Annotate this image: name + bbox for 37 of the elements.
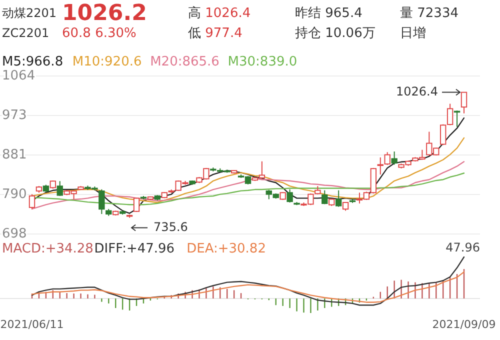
candlestick bbox=[335, 190, 342, 208]
annotation: 735.6 bbox=[154, 220, 188, 234]
text: 日增 bbox=[400, 26, 426, 41]
annotation: 47.96 bbox=[446, 240, 480, 254]
x-tick-label: 2021/06/11 bbox=[0, 318, 64, 332]
candlestick bbox=[460, 92, 468, 114]
y-tick-label: 790 bbox=[2, 187, 27, 202]
candlestick bbox=[391, 151, 398, 166]
candlestick bbox=[286, 188, 293, 203]
candlestick bbox=[322, 190, 328, 205]
text: 高 1026.4 bbox=[188, 5, 251, 21]
text: 量 72334 bbox=[400, 6, 458, 21]
chart-subtitle: ZC2201 bbox=[2, 26, 50, 40]
chart-title: 动煤2201 bbox=[2, 6, 57, 20]
text: M5:966.8 bbox=[2, 54, 64, 70]
y-tick-label: 698 bbox=[2, 226, 27, 242]
y-tick-label: 973 bbox=[2, 108, 27, 124]
candlestick bbox=[56, 180, 63, 196]
x-tick-label: 2021/09/09 bbox=[432, 318, 496, 332]
candlestick bbox=[133, 197, 140, 212]
text: 低 977.4 bbox=[188, 26, 242, 41]
text: DEA:+30.82 bbox=[186, 242, 266, 257]
text: M30:839.0 bbox=[228, 54, 298, 70]
line-series bbox=[31, 161, 465, 210]
text: 60.8 6.30% bbox=[62, 26, 136, 41]
y-tick-label: 881 bbox=[2, 148, 27, 163]
candlestick bbox=[28, 194, 36, 210]
text: 1026.2 bbox=[62, 1, 147, 26]
text: M10:920.6 bbox=[72, 54, 142, 70]
candlestick bbox=[98, 188, 105, 215]
annotation: 1026.4 bbox=[396, 84, 438, 99]
text: MACD:+34.28 bbox=[2, 242, 94, 257]
text: M20:865.6 bbox=[150, 54, 220, 70]
text: 昨结 965.4 bbox=[295, 6, 362, 21]
y-tick-label: 1064 bbox=[2, 68, 36, 84]
text: DIFF:+47.96 bbox=[94, 242, 175, 257]
text: 持仓 10.06万 bbox=[295, 26, 376, 41]
